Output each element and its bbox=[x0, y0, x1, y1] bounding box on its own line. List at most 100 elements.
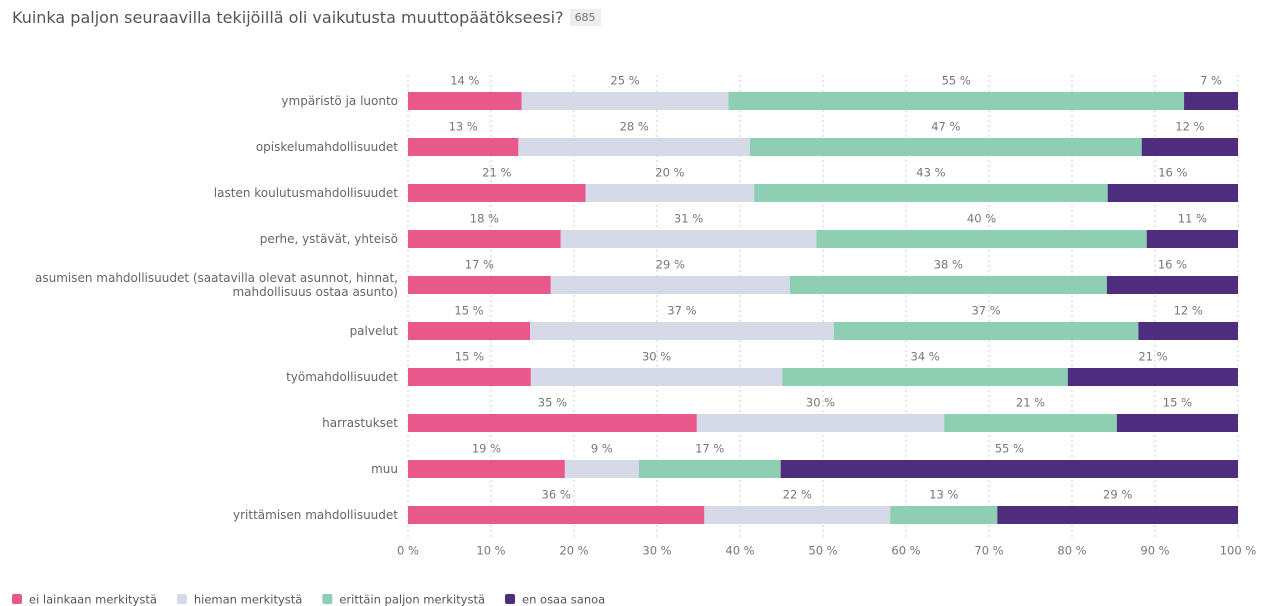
value-label: 31 % bbox=[674, 212, 703, 226]
value-label: 18 % bbox=[470, 212, 499, 226]
x-tick-label: 80 % bbox=[1057, 544, 1086, 558]
bar-segment bbox=[696, 414, 945, 432]
value-label: 17 % bbox=[465, 258, 494, 272]
bar-segment bbox=[1138, 322, 1238, 340]
bar-segment bbox=[728, 92, 1185, 110]
value-label: 55 % bbox=[995, 442, 1024, 456]
bar-segment bbox=[518, 138, 750, 156]
bar-segment bbox=[1116, 414, 1238, 432]
value-label: 36 % bbox=[542, 488, 571, 502]
title-text: Kuinka paljon seuraavilla tekijöillä oli… bbox=[12, 8, 564, 27]
value-label: 38 % bbox=[934, 258, 963, 272]
value-label: 11 % bbox=[1178, 212, 1207, 226]
y-tick-label: muu bbox=[371, 462, 398, 476]
y-tick-label: asumisen mahdollisuudet (saatavilla olev… bbox=[34, 271, 398, 299]
value-label: 34 % bbox=[910, 350, 939, 364]
bar-segment bbox=[944, 414, 1117, 432]
bar-segment bbox=[564, 460, 639, 478]
bar-segment bbox=[408, 276, 551, 294]
count-badge: 685 bbox=[569, 9, 601, 26]
x-tick-label: 60 % bbox=[891, 544, 920, 558]
bar-segment bbox=[408, 460, 565, 478]
bar-segment bbox=[408, 322, 531, 340]
value-label: 9 % bbox=[591, 442, 613, 456]
x-tick-label: 70 % bbox=[974, 544, 1003, 558]
legend-swatch bbox=[176, 594, 187, 604]
bar-segment bbox=[1067, 368, 1238, 386]
bar-segment bbox=[408, 368, 531, 386]
value-label: 19 % bbox=[472, 442, 501, 456]
bar-segment bbox=[550, 276, 790, 294]
value-label: 13 % bbox=[449, 120, 478, 134]
value-label: 35 % bbox=[538, 396, 567, 410]
y-tick-label: opiskelumahdollisuudet bbox=[255, 140, 398, 154]
legend-swatch bbox=[12, 594, 22, 604]
value-label: 15 % bbox=[455, 350, 484, 364]
y-tick-label: palvelut bbox=[349, 324, 398, 338]
bar-segment bbox=[754, 184, 1108, 202]
value-label: 21 % bbox=[482, 166, 511, 180]
value-label: 47 % bbox=[931, 120, 960, 134]
value-label: 13 % bbox=[929, 488, 958, 502]
bar-segment bbox=[408, 414, 697, 432]
bar-segment bbox=[833, 322, 1139, 340]
legend-label: hieman merkitystä bbox=[194, 593, 302, 606]
bar-segment bbox=[1107, 184, 1238, 202]
bar-segment bbox=[749, 138, 1142, 156]
value-label: 7 % bbox=[1200, 74, 1222, 88]
value-label: 12 % bbox=[1174, 304, 1203, 318]
x-tick-label: 100 % bbox=[1220, 544, 1257, 558]
value-label: 20 % bbox=[655, 166, 684, 180]
x-tick-label: 30 % bbox=[642, 544, 671, 558]
value-label: 16 % bbox=[1158, 166, 1187, 180]
bar-segment bbox=[585, 184, 755, 202]
value-label: 30 % bbox=[806, 396, 835, 410]
value-label: 22 % bbox=[783, 488, 812, 502]
x-tick-label: 20 % bbox=[559, 544, 588, 558]
x-tick-label: 50 % bbox=[808, 544, 837, 558]
x-tick-label: 40 % bbox=[725, 544, 754, 558]
value-label: 37 % bbox=[971, 304, 1000, 318]
value-label: 14 % bbox=[450, 74, 479, 88]
bar-segment bbox=[530, 322, 834, 340]
y-tick-label: työmahdollisuudet bbox=[286, 370, 398, 384]
value-label: 17 % bbox=[695, 442, 724, 456]
legend-label: erittäin paljon merkitystä bbox=[339, 593, 485, 606]
legend-swatch bbox=[322, 594, 333, 604]
value-label: 15 % bbox=[1163, 396, 1192, 410]
bar-segment bbox=[408, 184, 586, 202]
bar-segment bbox=[789, 276, 1107, 294]
bar-segment bbox=[704, 506, 891, 524]
value-label: 16 % bbox=[1158, 258, 1187, 272]
bar-segment bbox=[408, 138, 519, 156]
bar-segment bbox=[1141, 138, 1238, 156]
value-label: 15 % bbox=[454, 304, 483, 318]
value-label: 12 % bbox=[1175, 120, 1204, 134]
x-tick-label: 10 % bbox=[476, 544, 505, 558]
legend-label: en osaa sanoa bbox=[522, 593, 605, 606]
bar-segment bbox=[521, 92, 729, 110]
y-tick-label: perhe, ystävät, yhteisö bbox=[259, 232, 398, 246]
bar-segment bbox=[408, 506, 705, 524]
y-tick-label: harrastukset bbox=[322, 416, 398, 430]
bar-segment bbox=[890, 506, 998, 524]
chart-title: Kuinka paljon seuraavilla tekijöillä oli… bbox=[12, 8, 601, 27]
bar-segment bbox=[997, 506, 1238, 524]
y-tick-label: ympäristö ja luonto bbox=[281, 94, 398, 108]
legend-label: ei lainkaan merkitystä bbox=[29, 593, 157, 606]
bar-segment bbox=[638, 460, 781, 478]
value-label: 29 % bbox=[1103, 488, 1132, 502]
value-label: 25 % bbox=[610, 74, 639, 88]
value-label: 28 % bbox=[620, 120, 649, 134]
bar-segment bbox=[1184, 92, 1238, 110]
bar-segment bbox=[780, 460, 1238, 478]
value-label: 40 % bbox=[967, 212, 996, 226]
value-label: 55 % bbox=[942, 74, 971, 88]
value-label: 29 % bbox=[656, 258, 685, 272]
value-label: 30 % bbox=[642, 350, 671, 364]
bar-segment bbox=[1106, 276, 1238, 294]
bar-segment bbox=[1146, 230, 1238, 248]
bar-segment bbox=[408, 92, 522, 110]
